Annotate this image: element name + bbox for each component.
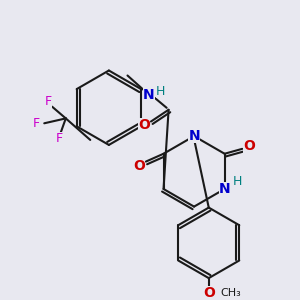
Text: O: O bbox=[138, 118, 150, 132]
Text: F: F bbox=[45, 95, 52, 108]
Text: H: H bbox=[232, 175, 242, 188]
Text: O: O bbox=[243, 139, 255, 153]
Text: N: N bbox=[143, 88, 155, 102]
Text: O: O bbox=[203, 286, 215, 300]
Text: F: F bbox=[33, 117, 40, 130]
Text: N: N bbox=[219, 182, 230, 196]
Text: N: N bbox=[188, 129, 200, 143]
Text: H: H bbox=[156, 85, 166, 98]
Text: CH₃: CH₃ bbox=[220, 288, 241, 298]
Text: O: O bbox=[133, 160, 145, 173]
Text: F: F bbox=[56, 133, 62, 146]
